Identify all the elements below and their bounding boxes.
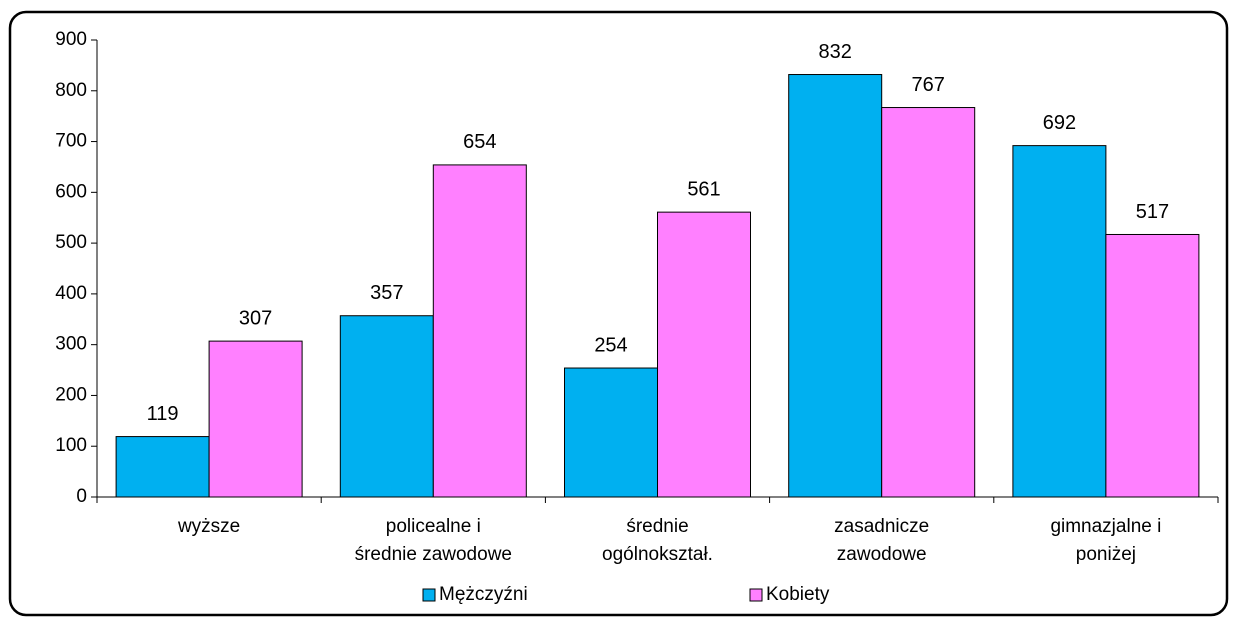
bar (1105, 233, 1200, 498)
x-tick-label: średnie zawodowe (355, 544, 512, 565)
y-tick-label: 0 (76, 486, 87, 507)
value-label: 561 (687, 178, 720, 200)
bar (339, 315, 434, 498)
value-label: 654 (463, 131, 496, 153)
bar (208, 340, 303, 498)
x-tick-label: policealne i (386, 516, 481, 537)
legend-label: Kobiety (766, 584, 830, 605)
y-tick-label: 300 (55, 334, 87, 355)
y-tick-label: 200 (55, 384, 87, 405)
value-label: 517 (1136, 201, 1169, 223)
value-label: 119 (147, 403, 179, 425)
bar (115, 436, 210, 498)
bar (432, 164, 527, 498)
value-label: 357 (370, 282, 403, 304)
value-label: 767 (912, 74, 945, 96)
value-label: 254 (594, 334, 627, 356)
x-tick-label: wyższe (177, 516, 240, 537)
value-label: 307 (239, 307, 272, 329)
y-tick-label: 400 (55, 283, 87, 304)
x-tick-label: gimnazjalne i (1050, 516, 1161, 537)
y-tick-label: 800 (55, 80, 87, 101)
y-tick-label: 700 (55, 131, 87, 152)
x-tick-label: ogólnokształ. (602, 544, 713, 565)
y-tick-label: 100 (55, 435, 87, 456)
legend-label: Mężczyźni (439, 584, 528, 605)
bar (881, 107, 976, 498)
legend-swatch (422, 588, 436, 602)
x-tick-label: zawodowe (837, 544, 927, 565)
bar (1012, 145, 1107, 498)
y-tick-label: 500 (55, 232, 87, 253)
x-tick-label: zasadnicze (834, 516, 929, 537)
value-label: 692 (1043, 112, 1076, 134)
value-label: 832 (819, 41, 852, 63)
y-tick-label: 900 (55, 29, 87, 50)
chart-frame (8, 10, 1229, 617)
x-tick-label: średnie (626, 516, 688, 537)
y-tick-label: 600 (55, 181, 87, 202)
legend-swatch (749, 588, 763, 602)
bar (564, 367, 658, 498)
x-tick-label: poniżej (1076, 544, 1136, 565)
bar (788, 74, 883, 498)
bar (657, 211, 751, 498)
